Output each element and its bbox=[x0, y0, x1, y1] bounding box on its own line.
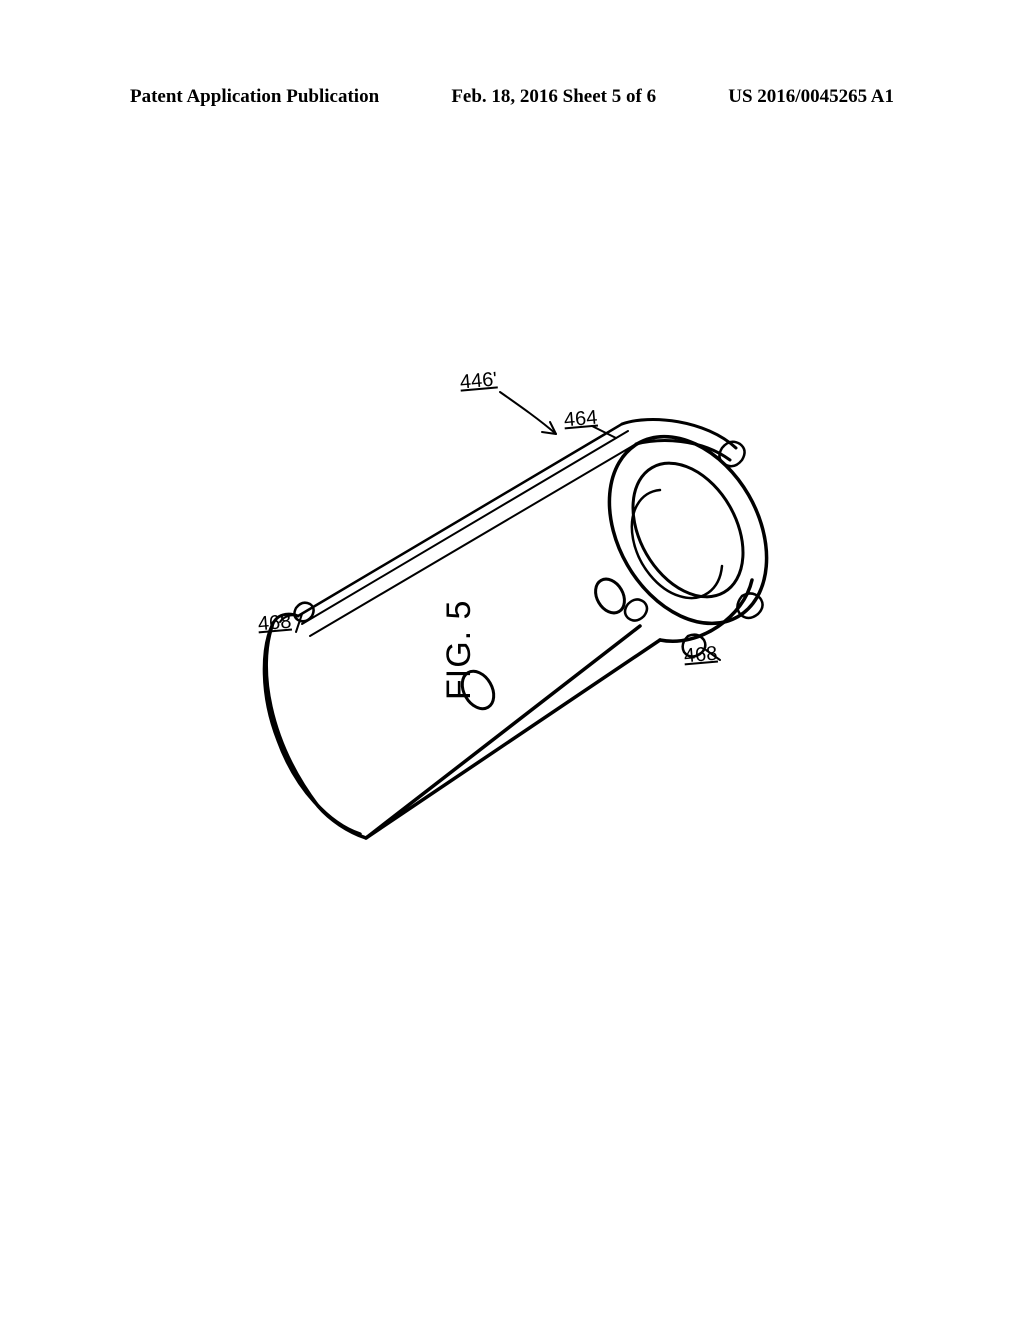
callout-446: 446' bbox=[459, 368, 498, 394]
callout-464: 464 bbox=[563, 407, 598, 433]
patent-figure-svg bbox=[0, 0, 1024, 1320]
callout-468-left: 468 bbox=[257, 611, 292, 637]
figure-label: FIG. 5 bbox=[440, 600, 479, 700]
callout-468-right: 468 bbox=[683, 643, 718, 669]
